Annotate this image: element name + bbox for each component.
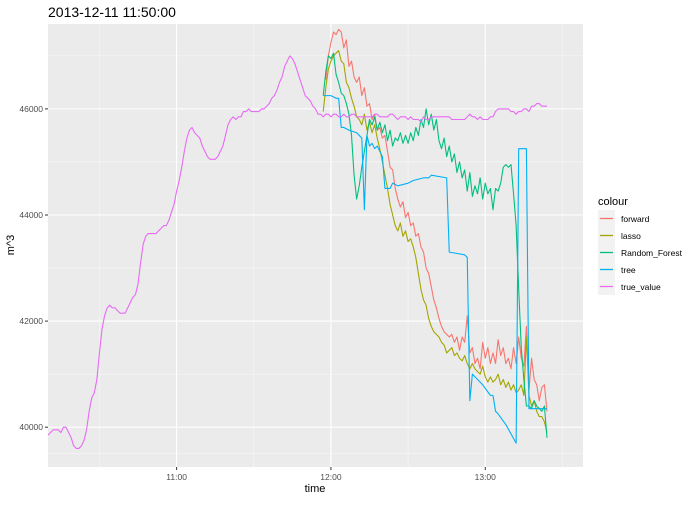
series-line-tree xyxy=(323,95,547,444)
x-axis-label: time xyxy=(305,483,326,495)
legend-entry-random-forest: Random_Forest xyxy=(598,244,683,261)
series-line-lasso xyxy=(322,49,548,433)
legend-label: true_value xyxy=(621,282,661,292)
legend-label: tree xyxy=(621,265,636,275)
y-tick-label: 46000 xyxy=(19,104,43,114)
legend-entry-lasso: lasso xyxy=(598,227,641,244)
x-tick-label: 12:00 xyxy=(320,472,342,482)
x-tick-label: 11:00 xyxy=(166,472,187,482)
y-axis-label: m^3 xyxy=(5,235,17,255)
y-tick-label: 40000 xyxy=(19,422,43,432)
series-line-true-value xyxy=(47,55,547,449)
legend-title: colour xyxy=(598,196,628,208)
legend-label: forward xyxy=(621,214,650,224)
series-line-forward xyxy=(325,28,548,412)
y-tick-label: 42000 xyxy=(19,316,43,326)
legend-label: Random_Forest xyxy=(621,248,683,258)
x-axis: 11:00 12:00 13:00 xyxy=(166,467,496,482)
minor-gridlines xyxy=(48,24,583,467)
chart-title: 2013-12-11 11:50:00 xyxy=(48,4,176,20)
plot-panel xyxy=(48,24,583,467)
y-tick-label: 44000 xyxy=(19,210,43,220)
series-layer xyxy=(47,28,548,449)
legend-entry-forward: forward xyxy=(598,210,650,227)
y-axis: 40000 42000 44000 46000 xyxy=(19,104,48,432)
legend-label: lasso xyxy=(621,231,641,241)
series-line-random-forest xyxy=(322,52,548,438)
x-tick-label: 13:00 xyxy=(475,472,497,482)
legend-entry-tree: tree xyxy=(598,261,636,278)
legend-entry-true-value: true_value xyxy=(598,278,661,295)
